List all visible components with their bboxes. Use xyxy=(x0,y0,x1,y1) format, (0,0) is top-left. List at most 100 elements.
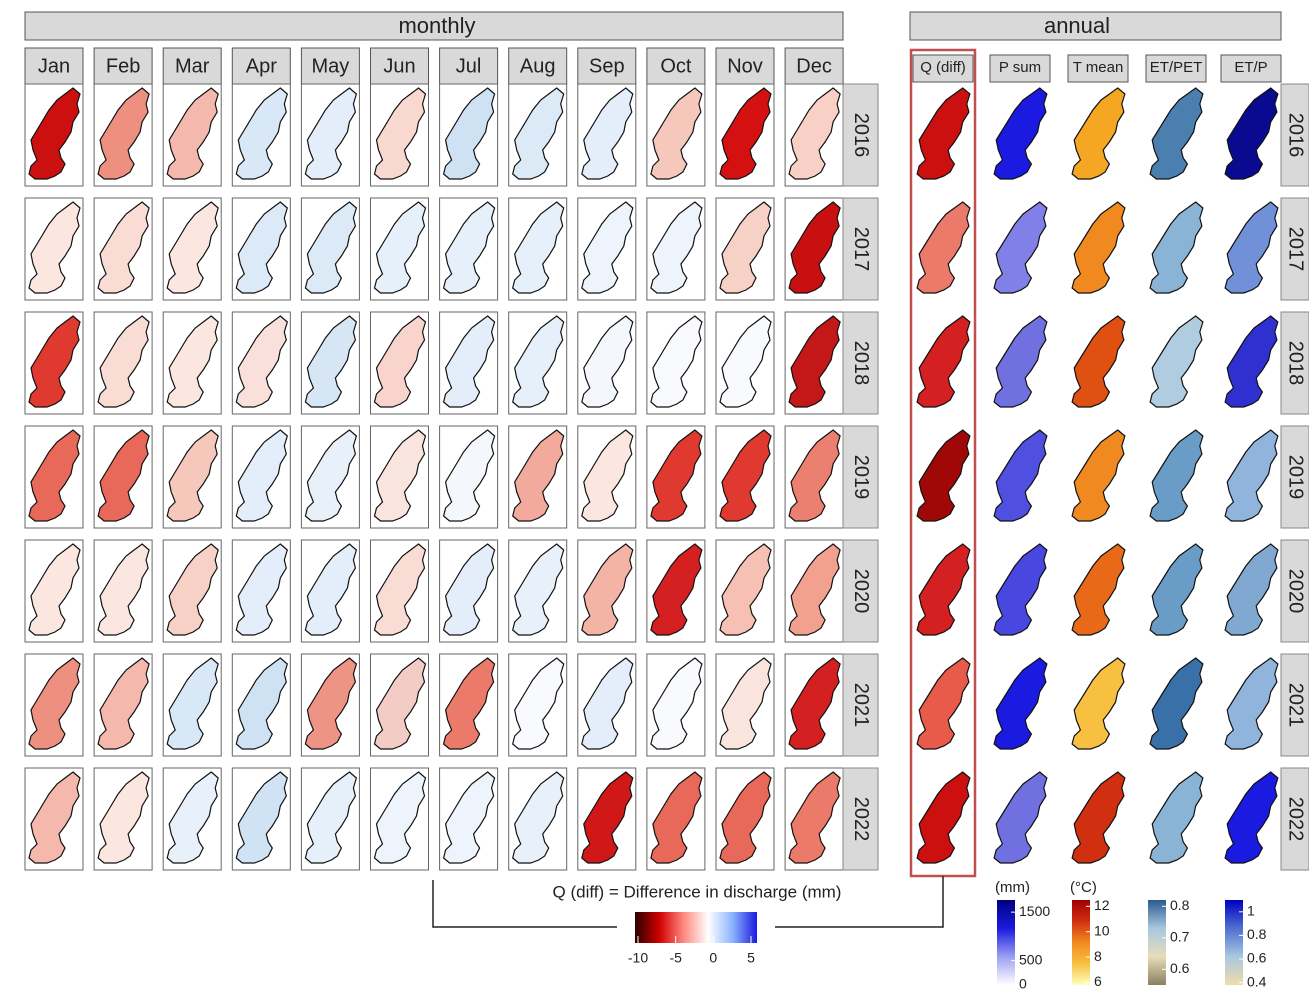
colorbar-tick-label: 6 xyxy=(1094,973,1102,989)
catchment-map xyxy=(304,657,358,750)
catchment-map xyxy=(1224,771,1279,864)
colorbar-tick-label: 8 xyxy=(1094,948,1102,964)
annual-title: annual xyxy=(1044,13,1110,38)
catchment-map xyxy=(442,315,496,408)
catchment-map xyxy=(719,771,772,864)
year-label: 2018 xyxy=(1285,341,1307,386)
colorbar-tick-label: 0.6 xyxy=(1247,950,1267,966)
catchment-map xyxy=(581,657,634,750)
year-label: 2018 xyxy=(850,341,872,386)
variable-label: Q (diff) xyxy=(920,59,966,76)
catchment-map xyxy=(581,315,634,408)
catchment-map xyxy=(304,87,358,180)
year-label: 2017 xyxy=(850,227,872,272)
colorbar-tick-label: 0 xyxy=(1019,976,1027,992)
catchment-map xyxy=(581,87,634,180)
catchment-map xyxy=(373,543,427,636)
catchment-map xyxy=(719,543,772,636)
catchment-map xyxy=(788,201,841,294)
annual-header xyxy=(909,11,1282,41)
catchment-map xyxy=(1149,87,1204,180)
month-label: Jun xyxy=(383,55,415,77)
colorbar-tick-label: 0 xyxy=(709,950,717,966)
catchment-map xyxy=(993,543,1048,636)
catchment-map xyxy=(28,543,81,636)
catchment-map xyxy=(1071,201,1126,294)
catchment-map xyxy=(28,315,81,408)
catchment-map xyxy=(993,429,1048,522)
variable-label: ET/PET xyxy=(1150,59,1203,76)
variable-header xyxy=(1220,54,1282,83)
catchment-map xyxy=(235,429,288,522)
catchment-map xyxy=(166,315,219,408)
colorbar-unit: (mm) xyxy=(995,879,1030,896)
catchment-map xyxy=(304,543,358,636)
catchment-map xyxy=(97,201,150,294)
catchment-map xyxy=(512,315,565,408)
year-label: 2019 xyxy=(850,455,872,500)
catchment-map xyxy=(650,315,703,408)
year-strip xyxy=(842,653,879,757)
catchment-map xyxy=(373,201,427,294)
colorbar xyxy=(635,912,757,943)
catchment-map xyxy=(28,201,81,294)
catchment-map xyxy=(97,657,150,750)
month-label: Jul xyxy=(456,55,482,77)
year-label: 2021 xyxy=(1285,683,1307,728)
variable-header xyxy=(1067,54,1129,83)
catchment-map xyxy=(788,315,841,408)
catchment-map xyxy=(373,657,427,750)
catchment-map xyxy=(581,771,634,864)
catchment-map xyxy=(1149,771,1204,864)
catchment-map xyxy=(28,771,81,864)
year-strip xyxy=(1280,767,1309,871)
catchment-map xyxy=(916,315,971,408)
catchment-map xyxy=(304,201,358,294)
bracket xyxy=(432,880,617,928)
month-header xyxy=(508,47,568,85)
month-header xyxy=(715,47,775,85)
catchment-map xyxy=(1224,315,1279,408)
catchment-map xyxy=(719,657,772,750)
colorbar-tick-label: 10 xyxy=(1094,922,1110,938)
colorbar-unit: (°C) xyxy=(1070,879,1097,896)
catchment-map xyxy=(650,201,703,294)
colorbar-tick-label: 0.6 xyxy=(1170,960,1190,976)
catchment-map xyxy=(993,315,1048,408)
catchment-map xyxy=(512,201,565,294)
catchment-map xyxy=(97,87,150,180)
catchment-map xyxy=(1071,657,1126,750)
colorbar-tick-label: 0.8 xyxy=(1247,926,1267,942)
colorbar-tick-label: 0.8 xyxy=(1170,897,1190,913)
year-strip xyxy=(1280,539,1309,643)
catchment-map xyxy=(1071,87,1126,180)
catchment-map xyxy=(235,771,288,864)
catchment-map xyxy=(373,429,427,522)
catchment-map xyxy=(719,429,772,522)
colorbar xyxy=(1225,900,1243,985)
month-label: Oct xyxy=(660,55,692,77)
year-label: 2016 xyxy=(1285,113,1307,158)
year-strip xyxy=(1280,311,1309,415)
year-label: 2022 xyxy=(850,797,872,842)
month-label: Aug xyxy=(520,55,556,77)
year-label: 2020 xyxy=(1285,569,1307,614)
year-strip xyxy=(842,539,879,643)
catchment-map xyxy=(993,771,1048,864)
catchment-map xyxy=(719,87,772,180)
catchment-map xyxy=(1224,543,1279,636)
colorbar-tick-label: 5 xyxy=(747,950,755,966)
variable-label: ET/P xyxy=(1234,59,1267,76)
bracket xyxy=(775,876,944,928)
catchment-map xyxy=(235,87,288,180)
colorbar-tick-label: 12 xyxy=(1094,897,1110,913)
colorbar-tick-label: 1500 xyxy=(1019,903,1050,919)
catchment-map xyxy=(581,201,634,294)
catchment-map xyxy=(650,657,703,750)
catchment-map xyxy=(442,87,496,180)
month-label: Sep xyxy=(589,55,625,77)
catchment-map xyxy=(788,543,841,636)
catchment-map xyxy=(166,429,219,522)
catchment-map xyxy=(1149,315,1204,408)
